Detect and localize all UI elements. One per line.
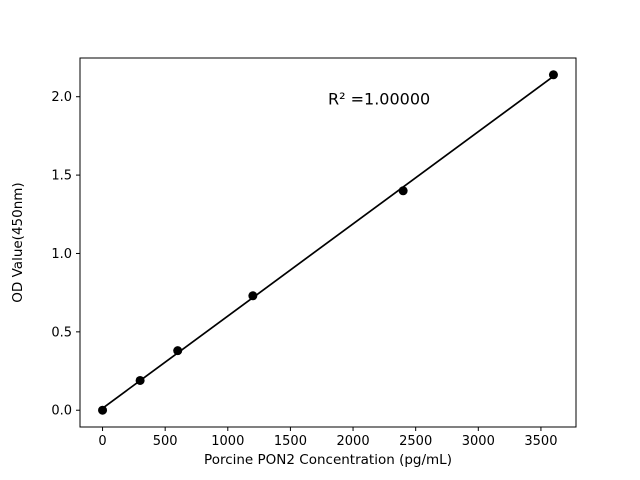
data-point	[173, 346, 183, 356]
y-tick-label: 0.0	[51, 404, 72, 419]
data-point	[98, 405, 108, 415]
x-axis-label: Porcine PON2 Concentration (pg/mL)	[204, 452, 452, 468]
r-squared-annotation: R² =1.00000	[328, 90, 430, 109]
data-point	[548, 70, 558, 80]
data-point	[398, 186, 408, 196]
x-tick-label: 2500	[399, 434, 432, 449]
y-tick-label: 2.0	[51, 90, 72, 105]
plot-frame	[79, 57, 577, 428]
y-tick-label: 1.5	[51, 169, 72, 184]
data-point	[248, 291, 258, 301]
x-tick-label: 0	[98, 434, 106, 449]
x-tick-label: 1000	[211, 434, 244, 449]
x-tick-label: 3500	[524, 434, 557, 449]
x-tick-label: 2000	[337, 434, 370, 449]
y-tick-label: 0.5	[51, 325, 72, 340]
x-tick-label: 500	[153, 434, 178, 449]
x-tick-label: 3000	[462, 434, 495, 449]
y-axis-label: OD Value(450nm)	[10, 182, 26, 302]
y-tick-label: 1.0	[51, 247, 72, 262]
x-tick-label: 1500	[274, 434, 307, 449]
data-point	[135, 375, 145, 385]
